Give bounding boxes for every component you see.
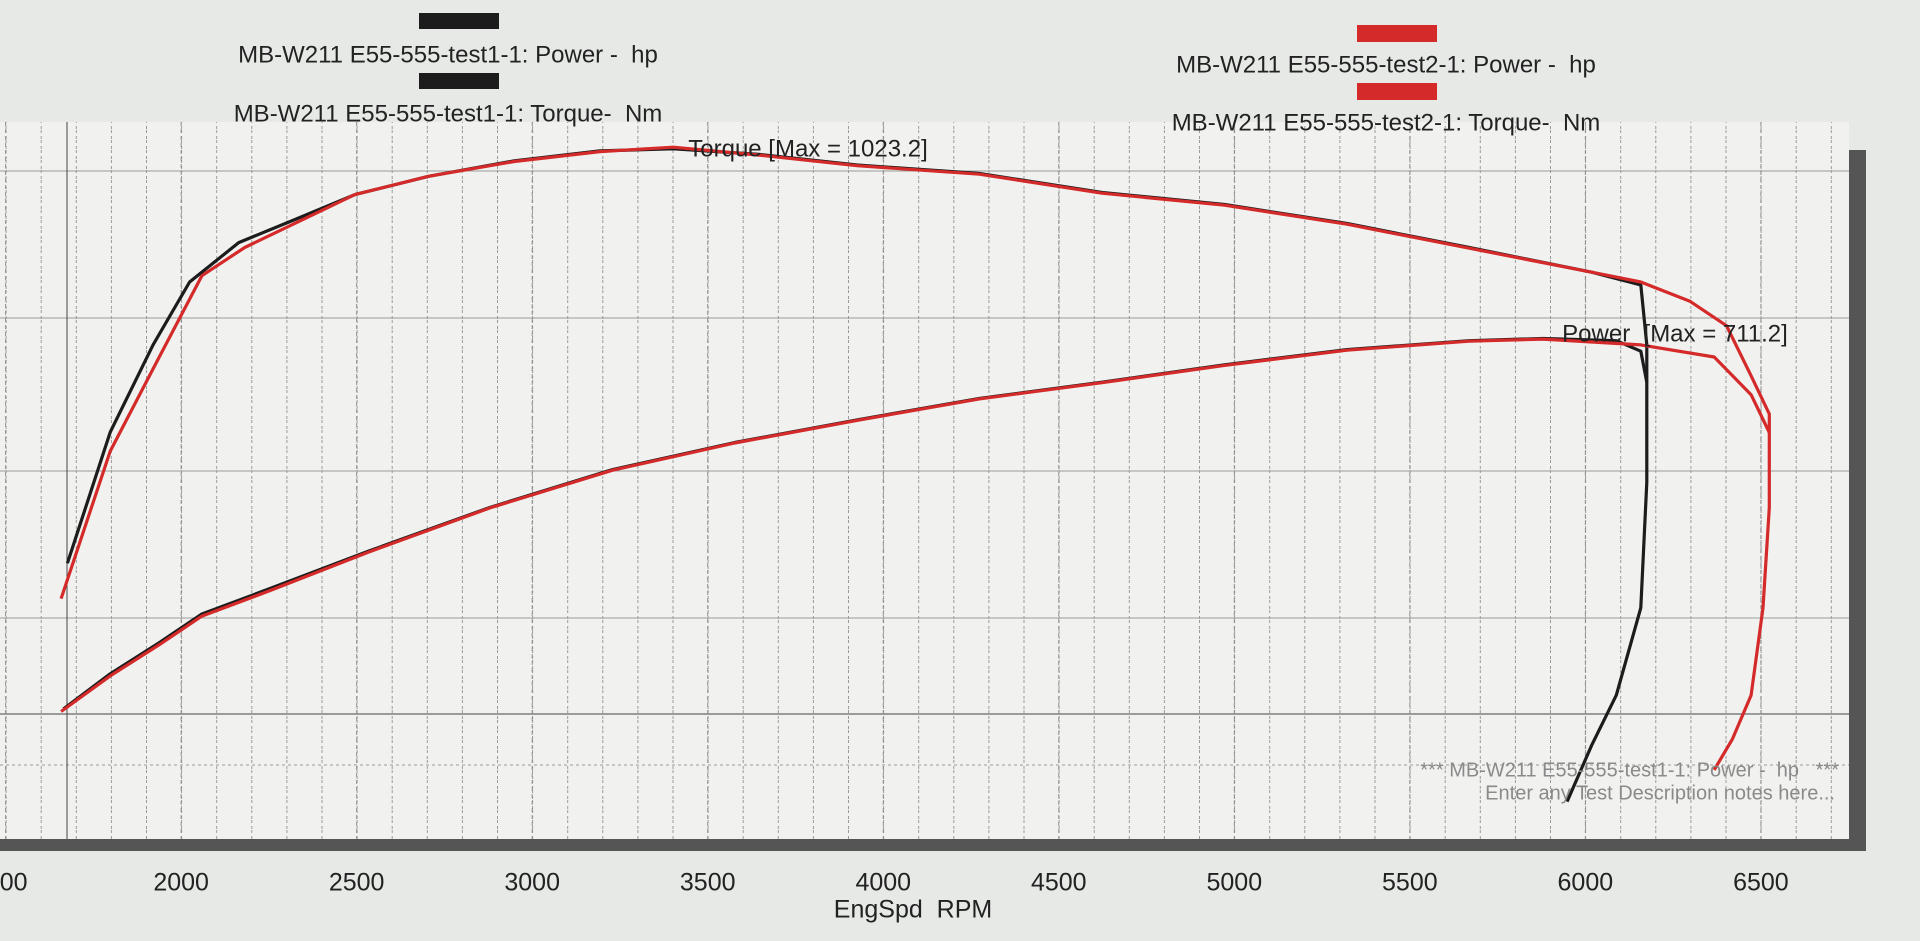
legend-swatch [419,73,499,89]
x-axis-label: EngSpd RPM [834,896,992,924]
note: *** MB-W211 E55-555-test1-1: Power - hp … [1420,759,1839,781]
x-tick-label: 5000 [1206,869,1262,897]
x-tick-label: 6000 [1558,869,1614,897]
x-tick-label: 2500 [329,869,385,897]
legend-label: MB-W211 E55-555-test1-1: Power - hp [238,41,658,68]
legend-label: MB-W211 E55-555-test2-1: Power - hp [1176,51,1596,78]
x-tick-label: 3000 [504,869,560,897]
note: Enter any Test Description notes here... [1485,782,1835,804]
legend-label: MB-W211 E55-555-test2-1: Torque- Nm [1172,109,1601,136]
annotation: Torque [Max = 1023.2] [688,135,927,162]
x-tick-label: 2000 [153,869,209,897]
x-tick-label: 4500 [1031,869,1087,897]
legend-swatch [419,13,499,29]
x-ticks [5,122,1762,839]
annotation: Power [Max = 711.2] [1562,320,1788,347]
x-tick-label: 3500 [680,869,736,897]
legend-label: MB-W211 E55-555-test1-1: Torque- Nm [234,100,663,127]
minor-grid [0,122,1849,839]
x-tick-label: 6500 [1733,869,1789,897]
series-lines [59,145,1771,803]
legend: MB-W211 E55-555-test1-1: Power - hp MB-W… [234,13,1601,136]
x-tick-label: 5500 [1382,869,1438,897]
series-line [60,337,1771,713]
series-line [59,145,1771,771]
x-tick-label: 4000 [855,869,911,897]
legend-swatch [1357,25,1437,42]
legend-swatch [1357,83,1437,100]
x-tick-label: 00 [0,869,28,897]
